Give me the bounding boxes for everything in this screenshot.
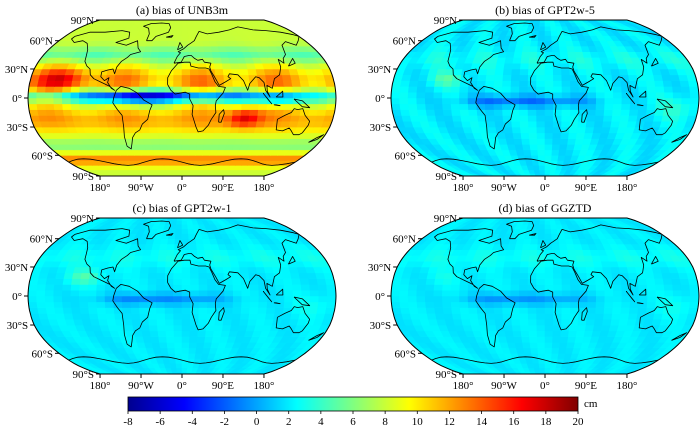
colorbar-tick-label: 14 bbox=[476, 416, 488, 428]
lat-label: 60°N bbox=[393, 36, 416, 48]
colorbar-unit: cm bbox=[584, 398, 598, 410]
lon-label: 180° bbox=[254, 182, 275, 194]
panel-title: (c) bias of GPT2w-1 bbox=[133, 201, 232, 215]
colorbar-tick-label: 16 bbox=[508, 416, 520, 428]
colorbar-gradient bbox=[127, 396, 579, 412]
lat-label: 60°N bbox=[30, 234, 53, 246]
panel-title: (a) bias of UNB3m bbox=[136, 3, 229, 17]
colorbar-tick-label: -8 bbox=[123, 416, 133, 428]
lat-label: 0° bbox=[375, 93, 385, 105]
map-panel-1: (a) bias of UNB3m 90°N 60°N 30°N 0° 30°S 60°S 9… bbox=[5, 3, 337, 194]
lon-label: 90°E bbox=[575, 182, 597, 194]
coastlines bbox=[431, 22, 687, 166]
lat-label: 30°S bbox=[370, 320, 392, 332]
colorbar: -8 -6 -4 -2 0 2 4 6 8 10 12 14 16 18 20 cm bbox=[123, 396, 598, 428]
lat-label: 30°S bbox=[7, 122, 29, 134]
lat-label: 30°N bbox=[368, 64, 391, 76]
lat-label: 30°N bbox=[368, 262, 391, 274]
lat-label: 90°N bbox=[71, 213, 94, 225]
lat-label: 0° bbox=[375, 291, 385, 303]
lon-label: 90°W bbox=[491, 182, 517, 194]
lat-label: 90°N bbox=[71, 15, 94, 27]
lon-label: 180° bbox=[453, 182, 474, 194]
lat-label: 0° bbox=[12, 93, 22, 105]
lat-label: 30°N bbox=[5, 64, 28, 76]
coastlines bbox=[431, 220, 687, 364]
lon-label: 90°W bbox=[128, 182, 154, 194]
lon-label: 0° bbox=[177, 380, 187, 392]
colorbar-tick-label: 6 bbox=[350, 416, 356, 428]
lat-label: 60°S bbox=[394, 348, 416, 360]
panel-title: (b) bias of GPT2w-5 bbox=[495, 3, 595, 17]
lat-label: 60°N bbox=[393, 234, 416, 246]
map-panel-2: (b) bias of GPT2w-5 90°N 60°N 30°N 0° 30°S 60°… bbox=[368, 3, 700, 194]
lon-label: 0° bbox=[177, 182, 187, 194]
bias-field bbox=[28, 218, 336, 374]
colorbar-tick-label: 4 bbox=[318, 416, 324, 428]
panel-title: (d) bias of GGZTD bbox=[499, 201, 592, 215]
map-panel-3: (c) bias of GPT2w-1 90°N 60°N 30°N 0° 30°S 60°… bbox=[5, 201, 337, 392]
colorbar-tick-label: -4 bbox=[188, 416, 198, 428]
lat-label: 90°S bbox=[436, 171, 458, 183]
colorbar-tick-label: 10 bbox=[412, 416, 424, 428]
coastlines bbox=[68, 220, 324, 364]
lon-label: 180° bbox=[453, 380, 474, 392]
bias-field bbox=[28, 20, 336, 176]
colorbar-tick-label: 18 bbox=[540, 416, 552, 428]
lon-label: 90°E bbox=[575, 380, 597, 392]
colorbar-tick-label: 12 bbox=[444, 416, 455, 428]
lon-label: 0° bbox=[540, 182, 550, 194]
colorbar-tick-label: 2 bbox=[286, 416, 292, 428]
lon-label: 90°E bbox=[212, 380, 234, 392]
lat-label: 90°S bbox=[73, 171, 95, 183]
lat-label: 90°N bbox=[434, 15, 457, 27]
lat-label: 90°N bbox=[434, 213, 457, 225]
lat-label: 60°N bbox=[30, 36, 53, 48]
colorbar-tick-label: 20 bbox=[573, 416, 585, 428]
colorbar-tick-label: 8 bbox=[382, 416, 388, 428]
lon-label: 180° bbox=[617, 182, 638, 194]
colorbar-tick-label: -6 bbox=[156, 416, 166, 428]
lat-label: 30°N bbox=[5, 262, 28, 274]
lat-label: 0° bbox=[12, 291, 22, 303]
lat-label: 90°S bbox=[73, 369, 95, 381]
lat-label: 30°S bbox=[370, 122, 392, 134]
lon-label: 180° bbox=[90, 182, 111, 194]
lat-label: 30°S bbox=[7, 320, 29, 332]
map-panel-4: (d) bias of GGZTD 90°N 60°N 30°N 0° 30°S 60°S 9… bbox=[368, 201, 700, 392]
lon-label: 0° bbox=[540, 380, 550, 392]
lon-label: 180° bbox=[254, 380, 275, 392]
lon-label: 90°W bbox=[128, 380, 154, 392]
lon-label: 90°E bbox=[212, 182, 234, 194]
coastlines bbox=[68, 22, 324, 166]
lat-label: 60°S bbox=[31, 348, 53, 360]
lat-label: 90°S bbox=[436, 369, 458, 381]
lat-label: 60°S bbox=[394, 150, 416, 162]
lon-label: 90°W bbox=[491, 380, 517, 392]
lon-label: 180° bbox=[617, 380, 638, 392]
colorbar-tick-label: -2 bbox=[220, 416, 229, 428]
colorbar-tick-label: 0 bbox=[254, 416, 260, 428]
lat-label: 60°S bbox=[31, 150, 53, 162]
lon-label: 180° bbox=[90, 380, 111, 392]
bias-field bbox=[391, 20, 699, 176]
